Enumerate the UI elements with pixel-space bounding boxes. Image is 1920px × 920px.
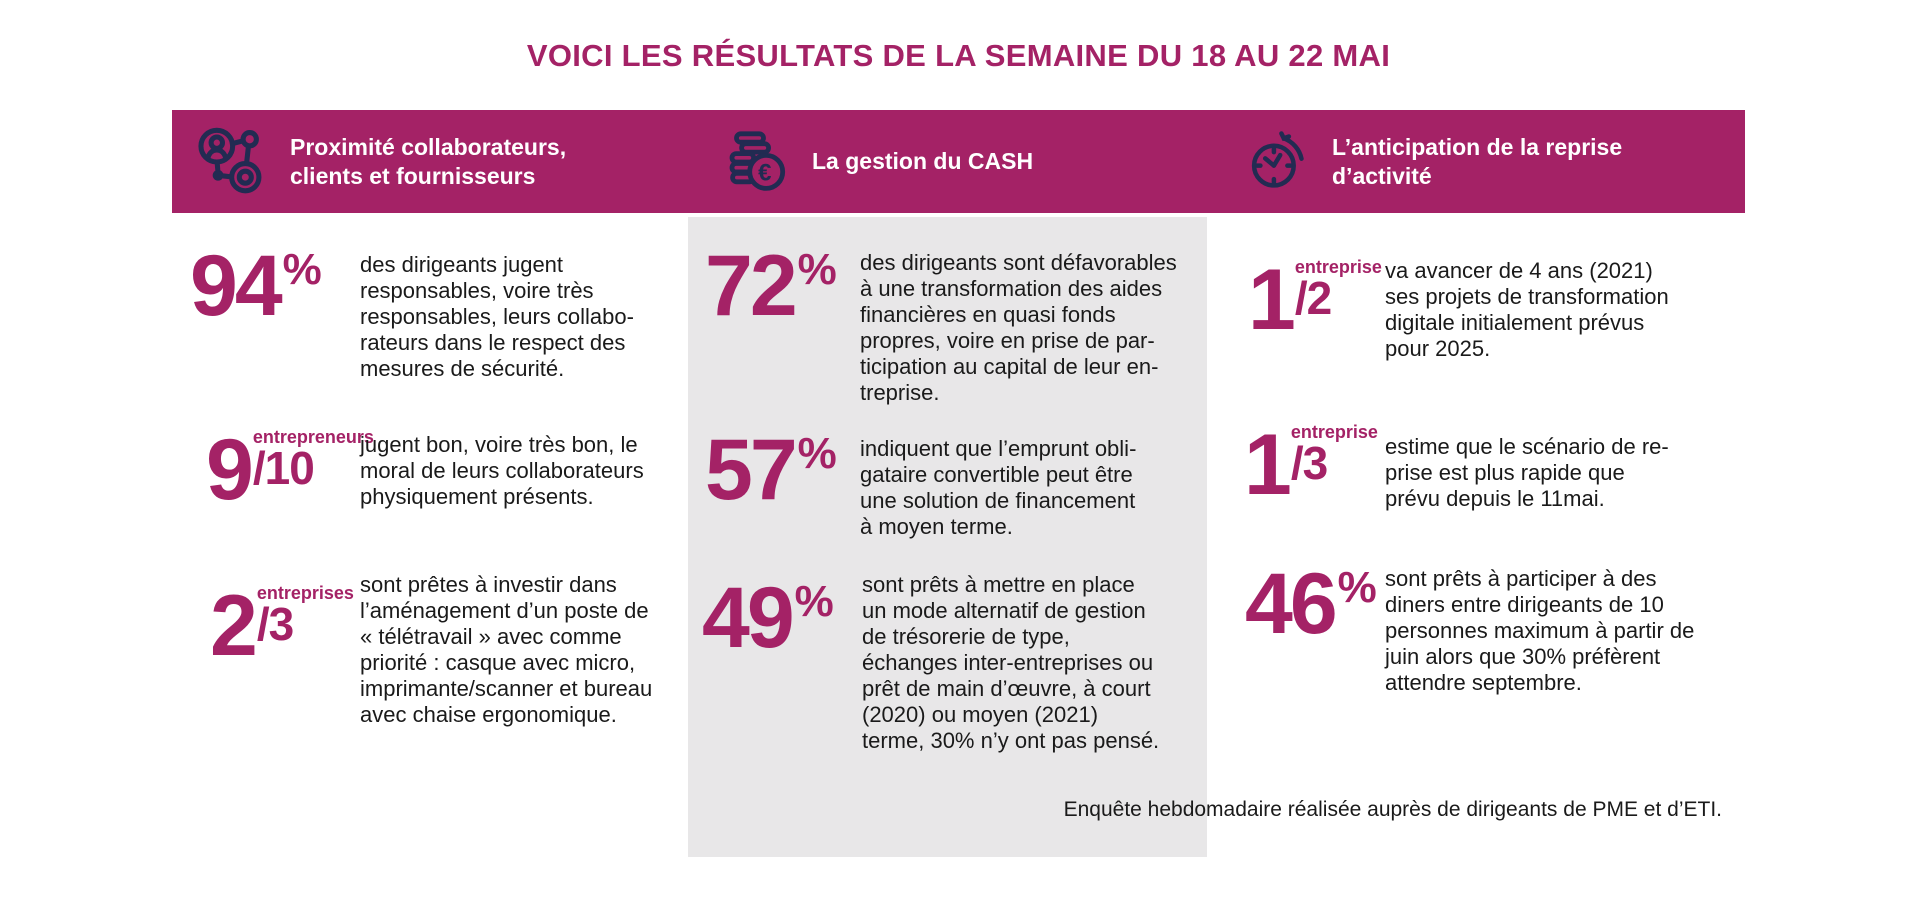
stat-description: des dirigeants jugent responsables, voir…: [360, 252, 634, 381]
stat-unit: %: [797, 429, 837, 478]
stat-number: 1: [1248, 252, 1296, 348]
header-title-proximite: Proximité collaborateurs, clients et fou…: [290, 133, 567, 189]
euro-coins-icon: €: [720, 126, 792, 198]
stat-number: 72: [705, 238, 798, 334]
header-title-reprise: L’anticipation de la reprise d’activité: [1332, 133, 1623, 189]
footer-note: Enquête hebdomadaire réalisée auprès de …: [1063, 798, 1722, 821]
stat-value-46pct: 46 %: [1245, 556, 1377, 652]
stat-description: des dirigeants sont défavorables à une t…: [860, 250, 1177, 405]
header-bar: Proximité collaborateurs, clients et fou…: [172, 110, 1745, 213]
stat-unit: %: [797, 245, 837, 294]
stat-value-49pct: 49 %: [702, 570, 834, 666]
stat-value-9of10: 9 entrepreneurs /10: [206, 422, 374, 518]
stat-description: sont prêts à participer à des diners ent…: [1385, 566, 1695, 695]
stat-description: jugent bon, voire très bon, le moral de …: [360, 432, 644, 509]
svg-text:€: €: [758, 159, 771, 186]
page-title: VOICI LES RÉSULTATS DE LA SEMAINE DU 18 …: [526, 38, 1391, 73]
header-group-cash: € La gestion du CASH: [720, 110, 1033, 213]
cash-column-background: [688, 217, 1207, 857]
stat-fraction: /3: [256, 598, 294, 650]
stat-value-72pct: 72 %: [705, 238, 837, 334]
stat-number: 94: [190, 238, 283, 334]
stat-description: va avancer de 4 ans (2021) ses projets d…: [1385, 258, 1669, 361]
people-network-icon: [194, 124, 270, 200]
stat-label: entreprise: [1290, 422, 1378, 442]
stat-number: 1: [1244, 417, 1292, 513]
stat-description: sont prêtes à investir dans l’aménagemen…: [360, 572, 653, 727]
stat-fraction: /10: [252, 442, 315, 494]
stat-number: 2: [210, 578, 258, 674]
header-title-cash: La gestion du CASH: [812, 148, 1034, 174]
stat-number: 46: [1245, 556, 1338, 652]
stat-value-57pct: 57 %: [705, 422, 837, 518]
clock-arrow-icon: [1240, 126, 1312, 198]
header-group-proximite: Proximité collaborateurs, clients et fou…: [194, 110, 566, 213]
stat-description: estime que le scénario de re- prise est …: [1385, 434, 1669, 511]
stat-number: 49: [702, 570, 795, 666]
stat-unit: %: [794, 577, 834, 626]
stat-value-1of2: 1 entreprise /2: [1248, 252, 1382, 348]
stat-label: entreprises: [256, 583, 354, 603]
stat-value-2of3: 2 entreprises /3: [210, 578, 354, 674]
stat-value-1of3: 1 entreprise /3: [1244, 417, 1378, 513]
stat-label: entrepreneurs: [252, 427, 374, 447]
stat-label: entreprise: [1294, 257, 1382, 277]
stat-description: sont prêts à mettre en place un mode alt…: [862, 572, 1160, 753]
header-group-reprise: L’anticipation de la reprise d’activité: [1240, 110, 1622, 213]
stat-fraction: /2: [1294, 272, 1332, 324]
stat-unit: %: [1337, 563, 1377, 612]
stat-fraction: /3: [1290, 437, 1328, 489]
stat-number: 9: [206, 422, 254, 518]
stat-value-94pct: 94 %: [190, 238, 322, 334]
stat-description: indiquent que l’emprunt obli- gataire co…: [860, 436, 1137, 539]
stat-unit: %: [282, 245, 322, 294]
stat-number: 57: [705, 422, 798, 518]
